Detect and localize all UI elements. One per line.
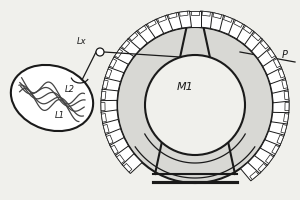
Polygon shape — [101, 100, 117, 113]
Polygon shape — [147, 20, 156, 27]
Polygon shape — [273, 100, 289, 113]
Polygon shape — [158, 16, 166, 22]
Polygon shape — [235, 25, 254, 45]
Polygon shape — [256, 47, 276, 66]
Polygon shape — [266, 67, 285, 84]
Text: L2: L2 — [65, 86, 75, 95]
Polygon shape — [129, 32, 138, 41]
Polygon shape — [115, 49, 123, 58]
Circle shape — [145, 55, 245, 155]
Polygon shape — [136, 25, 155, 45]
Polygon shape — [284, 114, 289, 122]
Circle shape — [96, 48, 104, 56]
Polygon shape — [267, 49, 275, 58]
Polygon shape — [258, 163, 266, 172]
Polygon shape — [146, 19, 164, 39]
Polygon shape — [226, 19, 244, 39]
Polygon shape — [273, 59, 280, 68]
Polygon shape — [269, 119, 287, 135]
Polygon shape — [122, 40, 130, 49]
Polygon shape — [213, 13, 222, 19]
Polygon shape — [109, 57, 128, 75]
Polygon shape — [189, 11, 201, 27]
Polygon shape — [128, 31, 147, 51]
Polygon shape — [111, 145, 118, 154]
Polygon shape — [180, 11, 188, 16]
Polygon shape — [156, 15, 172, 34]
Text: P: P — [282, 50, 288, 60]
Polygon shape — [260, 40, 268, 49]
Polygon shape — [114, 47, 134, 66]
Polygon shape — [248, 154, 268, 173]
Polygon shape — [285, 103, 289, 111]
Polygon shape — [103, 124, 109, 133]
Polygon shape — [124, 163, 132, 172]
Polygon shape — [202, 11, 210, 16]
Polygon shape — [117, 155, 124, 163]
Polygon shape — [120, 39, 140, 58]
Polygon shape — [191, 11, 199, 15]
Polygon shape — [243, 31, 262, 51]
Polygon shape — [102, 78, 120, 93]
Ellipse shape — [11, 65, 93, 131]
Polygon shape — [281, 124, 287, 133]
Text: M1: M1 — [177, 82, 194, 92]
Polygon shape — [103, 119, 121, 135]
Polygon shape — [270, 78, 288, 93]
Polygon shape — [178, 11, 191, 28]
Polygon shape — [168, 13, 177, 19]
Polygon shape — [103, 80, 108, 89]
Polygon shape — [277, 135, 284, 144]
Polygon shape — [224, 16, 232, 22]
Polygon shape — [243, 26, 252, 34]
Polygon shape — [260, 138, 280, 156]
Polygon shape — [266, 155, 273, 163]
Polygon shape — [199, 11, 212, 28]
Polygon shape — [284, 91, 289, 100]
Polygon shape — [101, 114, 106, 122]
Polygon shape — [117, 27, 273, 183]
Polygon shape — [106, 129, 125, 146]
Text: L1: L1 — [55, 112, 65, 120]
Polygon shape — [265, 129, 284, 146]
Polygon shape — [105, 69, 112, 78]
Polygon shape — [250, 39, 270, 58]
Polygon shape — [272, 89, 289, 103]
Polygon shape — [110, 138, 130, 156]
Polygon shape — [167, 12, 182, 31]
Polygon shape — [218, 15, 234, 34]
Polygon shape — [241, 161, 260, 181]
Polygon shape — [250, 171, 259, 180]
Polygon shape — [116, 146, 135, 165]
Polygon shape — [122, 154, 142, 173]
Text: Lx: Lx — [77, 38, 87, 46]
Polygon shape — [106, 135, 113, 144]
Polygon shape — [262, 57, 281, 75]
Polygon shape — [234, 20, 243, 27]
Polygon shape — [278, 69, 285, 78]
Polygon shape — [272, 145, 279, 154]
Polygon shape — [105, 67, 124, 84]
Polygon shape — [101, 110, 118, 124]
Polygon shape — [101, 91, 106, 100]
Polygon shape — [101, 103, 105, 111]
Polygon shape — [272, 110, 289, 124]
Polygon shape — [138, 26, 147, 34]
Polygon shape — [208, 12, 224, 31]
Polygon shape — [110, 59, 117, 68]
Polygon shape — [252, 32, 261, 41]
Polygon shape — [255, 146, 274, 165]
Polygon shape — [282, 80, 287, 89]
Polygon shape — [101, 89, 118, 103]
